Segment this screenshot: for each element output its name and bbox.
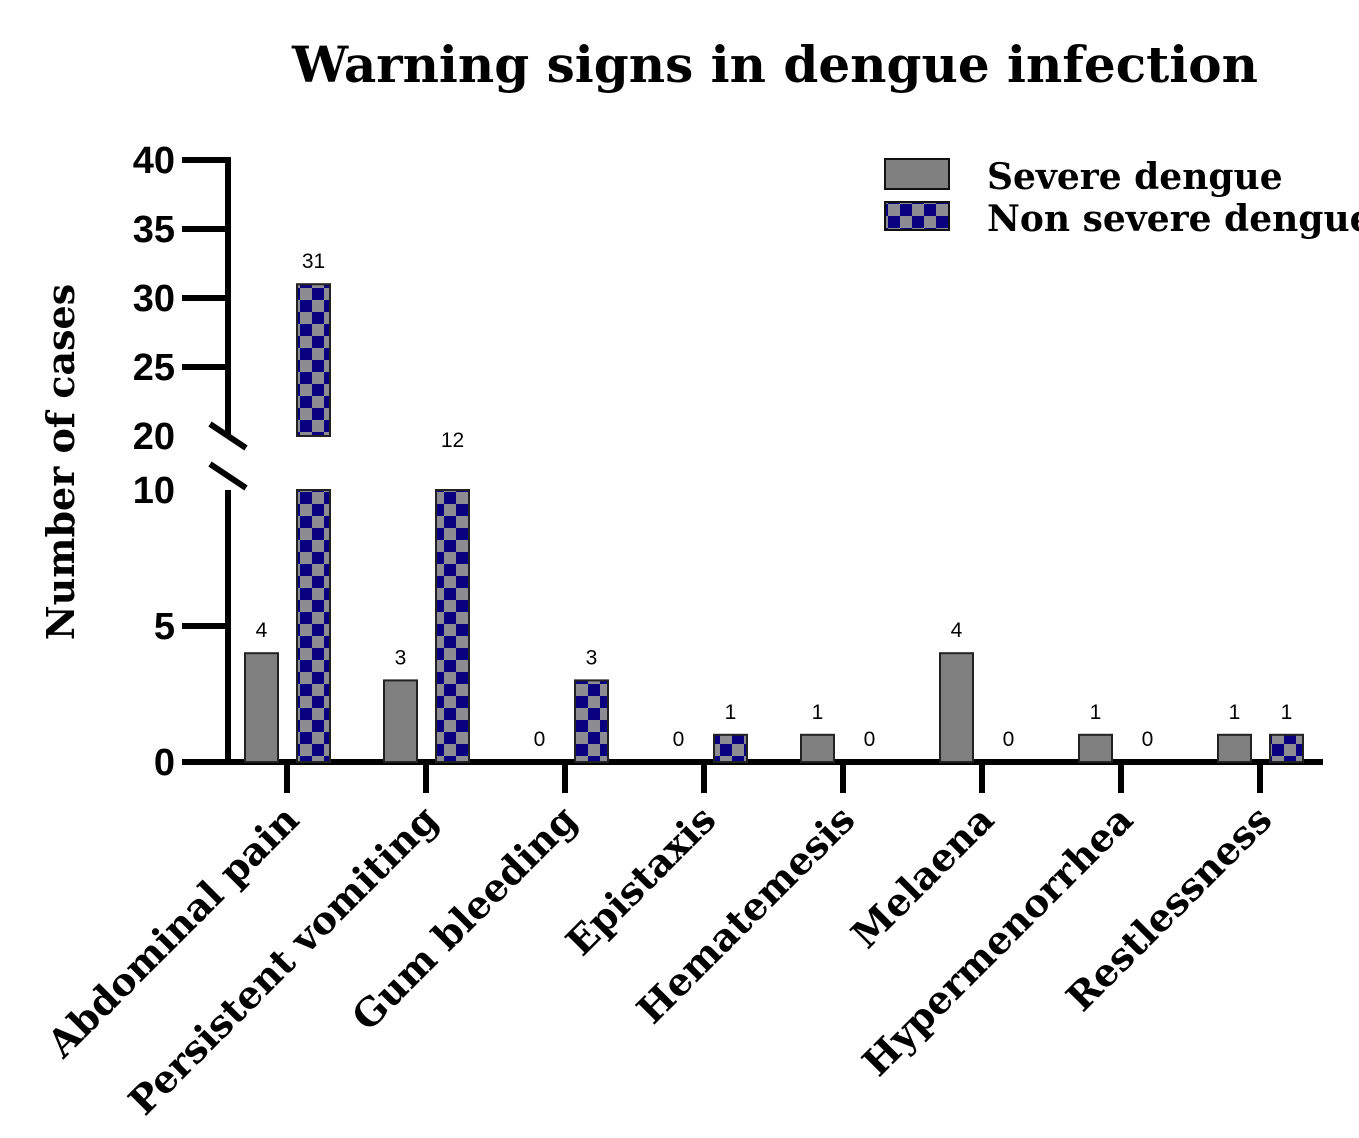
legend-swatch-severe xyxy=(884,158,950,190)
bar-non-severe xyxy=(574,679,609,764)
bar-non-severe xyxy=(713,733,748,763)
y-tick-label: 30 xyxy=(133,278,175,320)
legend: Severe dengue Non severe dengue xyxy=(884,156,1359,240)
data-label: 12 xyxy=(441,429,464,452)
data-label: 4 xyxy=(951,619,963,642)
data-label: 31 xyxy=(302,250,325,273)
data-label: 0 xyxy=(1003,728,1015,751)
axis-break-mark xyxy=(208,421,248,451)
bar-non-severe-upper xyxy=(296,283,331,438)
data-label: 0 xyxy=(1142,728,1154,751)
x-tick-label: Hypermenorrhea xyxy=(853,797,1141,1085)
bar-non-severe xyxy=(296,489,331,763)
bar-severe xyxy=(1078,733,1113,763)
bar-severe xyxy=(800,733,835,763)
data-label: 1 xyxy=(725,701,737,724)
bar-non-severe xyxy=(435,489,470,763)
legend-label-non-severe: Non severe dengue xyxy=(987,198,1359,240)
data-label: 4 xyxy=(256,619,268,642)
bar-severe xyxy=(383,679,418,764)
y-axis-label: Number of cases xyxy=(38,284,83,640)
bar-severe xyxy=(1217,733,1252,763)
data-label: 1 xyxy=(1229,701,1241,724)
data-label: 1 xyxy=(1090,701,1102,724)
data-label: 3 xyxy=(395,646,407,669)
data-label: 1 xyxy=(812,701,824,724)
bar-severe xyxy=(244,652,279,764)
y-tick-label: 40 xyxy=(133,140,175,182)
bar-non-severe xyxy=(1269,733,1304,763)
y-tick-label: 10 xyxy=(133,470,175,512)
axis-break-mark xyxy=(208,461,248,491)
data-label: 0 xyxy=(534,728,546,751)
y-tick-label: 35 xyxy=(133,209,175,251)
data-label: 0 xyxy=(864,728,876,751)
chart-title: Warning signs in dengue infection xyxy=(291,35,1258,94)
y-tick-label: 0 xyxy=(154,742,175,784)
bar-severe xyxy=(939,652,974,764)
y-tick-label: 25 xyxy=(133,347,175,389)
legend-label-severe: Severe dengue xyxy=(987,156,1283,198)
y-tick-label: 5 xyxy=(154,606,175,648)
x-tick-label: Abdominal pain xyxy=(37,797,307,1067)
data-label: 3 xyxy=(586,646,598,669)
data-label: 1 xyxy=(1281,701,1293,724)
y-tick-label: 20 xyxy=(133,416,175,458)
legend-swatch-non-severe xyxy=(884,201,950,231)
data-label: 0 xyxy=(673,728,685,751)
